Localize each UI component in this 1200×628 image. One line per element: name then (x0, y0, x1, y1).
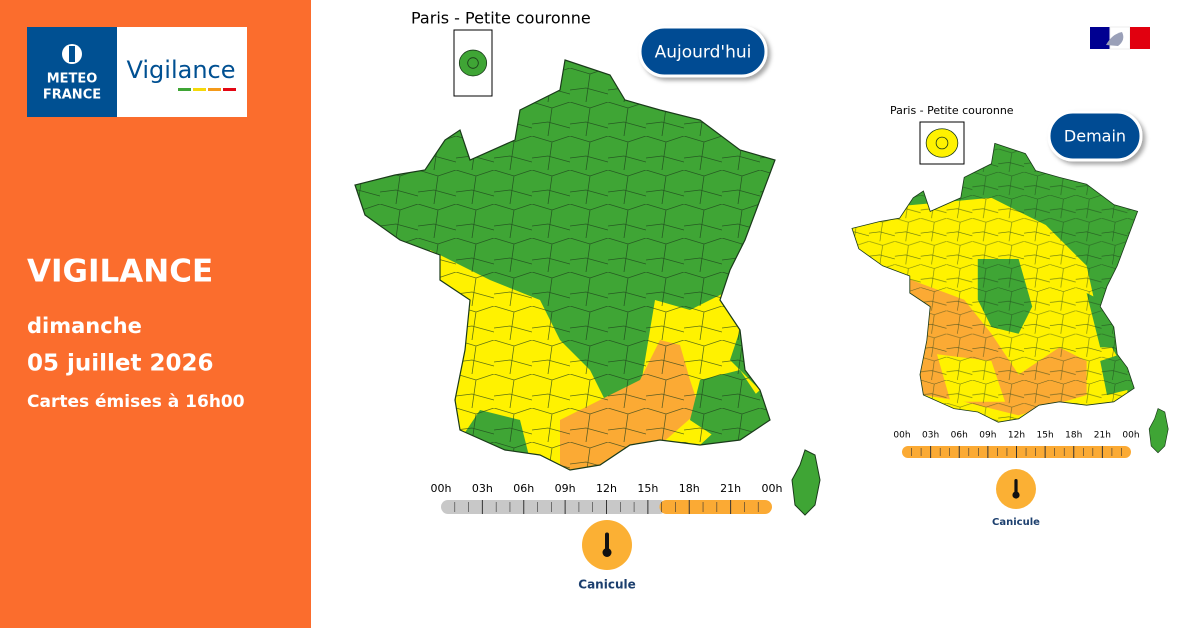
inset-paris (935, 136, 949, 150)
day-badge (638, 25, 768, 78)
logo-stripe (223, 88, 236, 91)
timeline-label: 09h (979, 431, 996, 441)
timeline-label: 06h (951, 431, 968, 441)
day-badge-label: Demain (1064, 127, 1126, 146)
timeline-label: 00h (893, 431, 910, 441)
logo-panel (117, 27, 247, 117)
logo-stripe (178, 88, 191, 91)
timeline-label: 00h (762, 482, 783, 495)
timeline-alert (659, 500, 772, 514)
timeline-label: 09h (555, 482, 576, 495)
sidebar-date: 05 juillet 2026 (27, 351, 214, 377)
timeline-label: 03h (472, 482, 493, 495)
day-badge-label: Aujourd'hui (655, 43, 752, 63)
hazard-label: Canicule (992, 517, 1040, 528)
timeline-past (441, 500, 667, 514)
hazard-label: Canicule (578, 578, 635, 592)
flag-marianne (1106, 32, 1124, 46)
timeline-label: 15h (637, 482, 658, 495)
thermometer-bulb (1012, 491, 1020, 499)
timeline-label: 21h (1094, 431, 1111, 441)
timeline-label: 03h (922, 431, 939, 441)
flag-blue (1090, 27, 1110, 49)
inset-label: Paris - Petite couronne (890, 104, 1014, 117)
timeline-label: 00h (1122, 431, 1139, 441)
timeline-label: 12h (596, 482, 617, 495)
inset-label: Paris - Petite couronne (411, 9, 591, 28)
timeline-label: 18h (679, 482, 700, 495)
timeline-label: 12h (1008, 431, 1025, 441)
sidebar-day: dimanche (27, 314, 142, 338)
logo-stripe (208, 88, 221, 91)
flag-red (1130, 27, 1150, 49)
logo-stripe (193, 88, 206, 91)
logo-product: Vigilance (126, 56, 235, 84)
thermometer-bulb (602, 548, 612, 557)
inset-paris (467, 57, 479, 69)
logo-icon-cut (69, 46, 75, 62)
sidebar-title: VIGILANCE (27, 254, 213, 290)
sidebar-issued: Cartes émises à 16h00 (27, 392, 245, 412)
thermometer-stem (605, 532, 609, 550)
timeline-label: 21h (720, 482, 741, 495)
timeline-label: 18h (1065, 431, 1082, 441)
logo-mark (27, 27, 117, 117)
timeline-label: 06h (513, 482, 534, 495)
timeline-past-join (652, 500, 660, 514)
logo-brand: METEO (47, 72, 98, 87)
timeline-label: 00h (431, 482, 452, 495)
timeline-label: 15h (1037, 431, 1054, 441)
logo-brand: FRANCE (43, 88, 101, 103)
thermometer-stem (1014, 479, 1018, 493)
day-badge (1047, 110, 1143, 162)
